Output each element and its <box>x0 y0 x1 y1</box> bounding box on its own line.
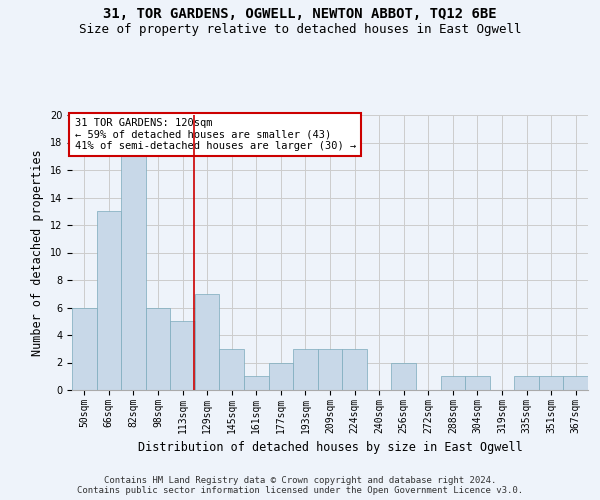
Text: 31 TOR GARDENS: 120sqm
← 59% of detached houses are smaller (43)
41% of semi-det: 31 TOR GARDENS: 120sqm ← 59% of detached… <box>74 118 356 151</box>
Bar <box>269 362 293 390</box>
Text: Size of property relative to detached houses in East Ogwell: Size of property relative to detached ho… <box>79 22 521 36</box>
Bar <box>342 349 367 390</box>
Bar <box>293 349 318 390</box>
Bar <box>220 349 244 390</box>
Bar <box>563 376 588 390</box>
Bar <box>465 376 490 390</box>
Bar <box>539 376 563 390</box>
Y-axis label: Number of detached properties: Number of detached properties <box>31 149 44 356</box>
Bar <box>244 376 269 390</box>
Bar <box>391 362 416 390</box>
Bar <box>97 211 121 390</box>
Bar <box>514 376 539 390</box>
Bar <box>146 308 170 390</box>
Bar <box>170 322 195 390</box>
Bar <box>72 308 97 390</box>
X-axis label: Distribution of detached houses by size in East Ogwell: Distribution of detached houses by size … <box>137 441 523 454</box>
Bar <box>318 349 342 390</box>
Bar <box>440 376 465 390</box>
Text: Contains HM Land Registry data © Crown copyright and database right 2024.
Contai: Contains HM Land Registry data © Crown c… <box>77 476 523 495</box>
Text: 31, TOR GARDENS, OGWELL, NEWTON ABBOT, TQ12 6BE: 31, TOR GARDENS, OGWELL, NEWTON ABBOT, T… <box>103 8 497 22</box>
Bar <box>195 294 220 390</box>
Bar <box>121 142 146 390</box>
